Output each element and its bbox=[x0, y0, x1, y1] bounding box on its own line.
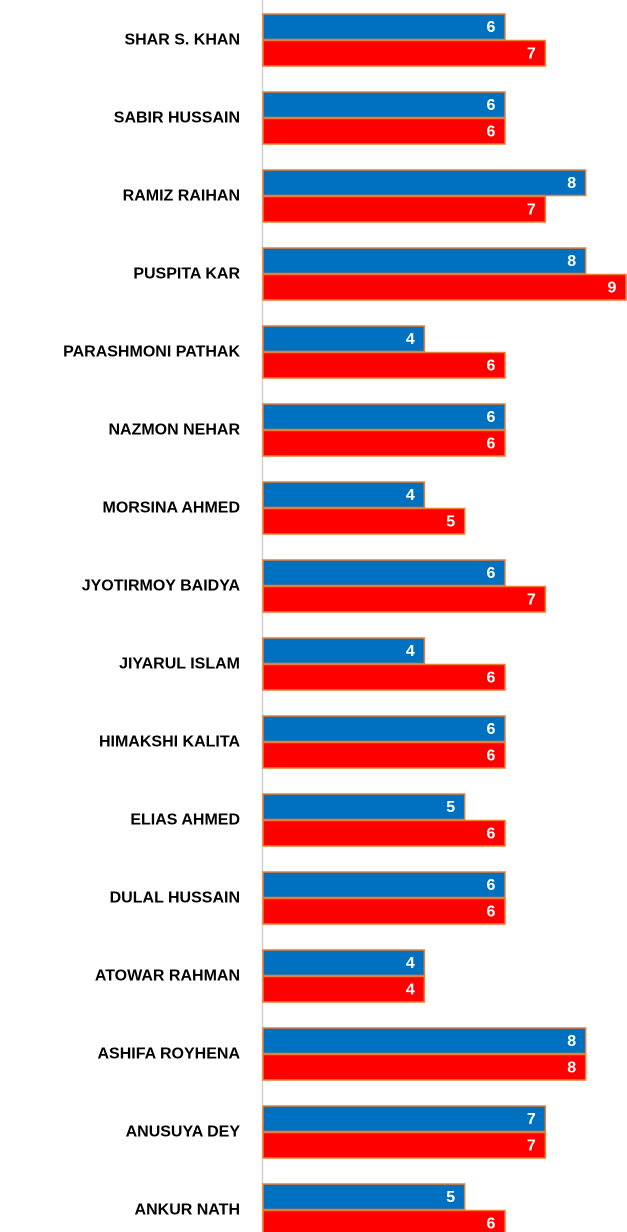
value-label: 4 bbox=[406, 643, 415, 660]
value-label: 4 bbox=[406, 331, 415, 348]
value-label: 6 bbox=[487, 903, 496, 920]
category-label: ATOWAR RAHMAN bbox=[95, 968, 240, 985]
value-label: 7 bbox=[527, 201, 536, 218]
value-label: 6 bbox=[487, 747, 496, 764]
category-label: PARASHMONI PATHAK bbox=[63, 344, 240, 361]
bar bbox=[262, 819, 506, 847]
value-label: 8 bbox=[567, 175, 576, 192]
bar bbox=[262, 13, 506, 41]
value-label: 6 bbox=[487, 877, 496, 894]
bar bbox=[262, 429, 506, 457]
bar bbox=[262, 403, 506, 431]
value-label: 6 bbox=[487, 409, 496, 426]
bar bbox=[262, 585, 547, 613]
bar bbox=[262, 169, 587, 197]
value-label: 8 bbox=[567, 1033, 576, 1050]
value-label: 4 bbox=[406, 487, 415, 504]
value-label: 8 bbox=[567, 1059, 576, 1076]
value-label: 6 bbox=[487, 97, 496, 114]
bar bbox=[262, 741, 506, 769]
category-label: HIMAKSHI KALITA bbox=[99, 734, 240, 751]
value-label: 6 bbox=[487, 435, 496, 452]
bar bbox=[262, 1183, 466, 1211]
bar bbox=[262, 507, 466, 535]
value-label: 7 bbox=[527, 45, 536, 62]
bar bbox=[262, 663, 506, 691]
category-label: RAMIZ RAIHAN bbox=[123, 188, 240, 205]
bar bbox=[262, 1053, 587, 1081]
category-label: PUSPITA KAR bbox=[133, 266, 240, 283]
value-label: 6 bbox=[487, 565, 496, 582]
bar bbox=[262, 793, 466, 821]
category-label: ANUSUYA DEY bbox=[126, 1124, 241, 1141]
value-label: 6 bbox=[487, 19, 496, 36]
value-label: 6 bbox=[487, 825, 496, 842]
value-label: 6 bbox=[487, 357, 496, 374]
bar bbox=[262, 273, 627, 301]
bar bbox=[262, 325, 426, 353]
bar bbox=[262, 1027, 587, 1055]
value-label: 7 bbox=[527, 1137, 536, 1154]
value-label: 7 bbox=[527, 1111, 536, 1128]
value-label: 6 bbox=[487, 1215, 496, 1232]
bar bbox=[262, 351, 506, 379]
bar bbox=[262, 195, 547, 223]
bar bbox=[262, 117, 506, 145]
value-label: 7 bbox=[527, 591, 536, 608]
bar bbox=[262, 559, 506, 587]
value-label: 5 bbox=[446, 1189, 455, 1206]
category-label: MORSINA AHMED bbox=[103, 500, 240, 517]
category-label: DULAL HUSSAIN bbox=[110, 890, 240, 907]
bar bbox=[262, 39, 547, 67]
bar bbox=[262, 715, 506, 743]
value-label: 9 bbox=[608, 279, 617, 296]
bar bbox=[262, 975, 426, 1003]
value-label: 4 bbox=[406, 981, 415, 998]
bar bbox=[262, 897, 506, 925]
bar bbox=[262, 247, 587, 275]
value-label: 4 bbox=[406, 955, 415, 972]
category-label: JYOTIRMOY BAIDYA bbox=[82, 578, 241, 595]
bar bbox=[262, 1209, 506, 1232]
bar bbox=[262, 871, 506, 899]
bar bbox=[262, 1131, 547, 1159]
category-label: JIYARUL ISLAM bbox=[119, 656, 240, 673]
category-label: SABIR HUSSAIN bbox=[114, 110, 240, 127]
value-label: 6 bbox=[487, 123, 496, 140]
value-label: 5 bbox=[446, 799, 455, 816]
category-label: ANKUR NATH bbox=[135, 1202, 240, 1219]
category-label: NAZMON NEHAR bbox=[108, 422, 240, 439]
category-label: ELIAS AHMED bbox=[130, 812, 240, 829]
bar bbox=[262, 91, 506, 119]
bar bbox=[262, 481, 426, 509]
value-label: 8 bbox=[567, 253, 576, 270]
category-label: ASHIFA ROYHENA bbox=[97, 1046, 240, 1063]
bar bbox=[262, 1105, 547, 1133]
value-label: 5 bbox=[446, 513, 455, 530]
bar bbox=[262, 637, 426, 665]
value-label: 6 bbox=[487, 721, 496, 738]
category-label: SHAR S. KHAN bbox=[124, 32, 240, 49]
bar bbox=[262, 949, 426, 977]
value-label: 6 bbox=[487, 669, 496, 686]
